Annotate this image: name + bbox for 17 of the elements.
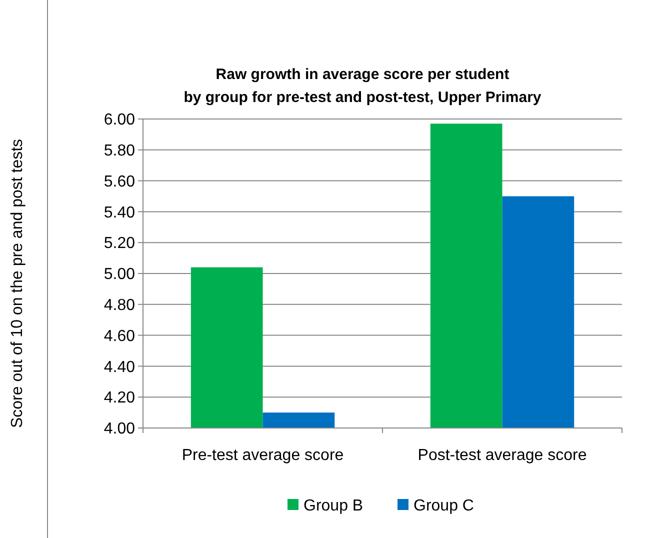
- chart-title: Raw growth in average score per student by group for pre-test and post-test, Upper Primary: [184, 66, 542, 106]
- y-tick-label: 5.00: [104, 266, 136, 284]
- x-tick-label: Pre-test average score: [182, 447, 344, 464]
- y-tick-label: 4.20: [104, 390, 136, 407]
- y-tick-label: 4.00: [104, 420, 136, 438]
- legend-label: Group B: [304, 498, 364, 515]
- legend-label: Group C: [414, 498, 474, 515]
- x-tick-label: Post-test average score: [418, 447, 587, 464]
- y-tick-label: 5.40: [104, 204, 136, 222]
- y-tick-label: 4.40: [104, 358, 136, 376]
- y-tick-label: 5.60: [104, 173, 136, 190]
- y-tick-label: 5.80: [104, 142, 136, 160]
- y-axis-title: Score out of 10 on the pre and post tests: [9, 138, 26, 428]
- y-tick-label: 4.60: [104, 328, 136, 345]
- y-tick-label: 5.20: [104, 235, 136, 252]
- y-tick-label: 6.00: [104, 112, 136, 129]
- y-tick-label: 4.80: [104, 297, 136, 314]
